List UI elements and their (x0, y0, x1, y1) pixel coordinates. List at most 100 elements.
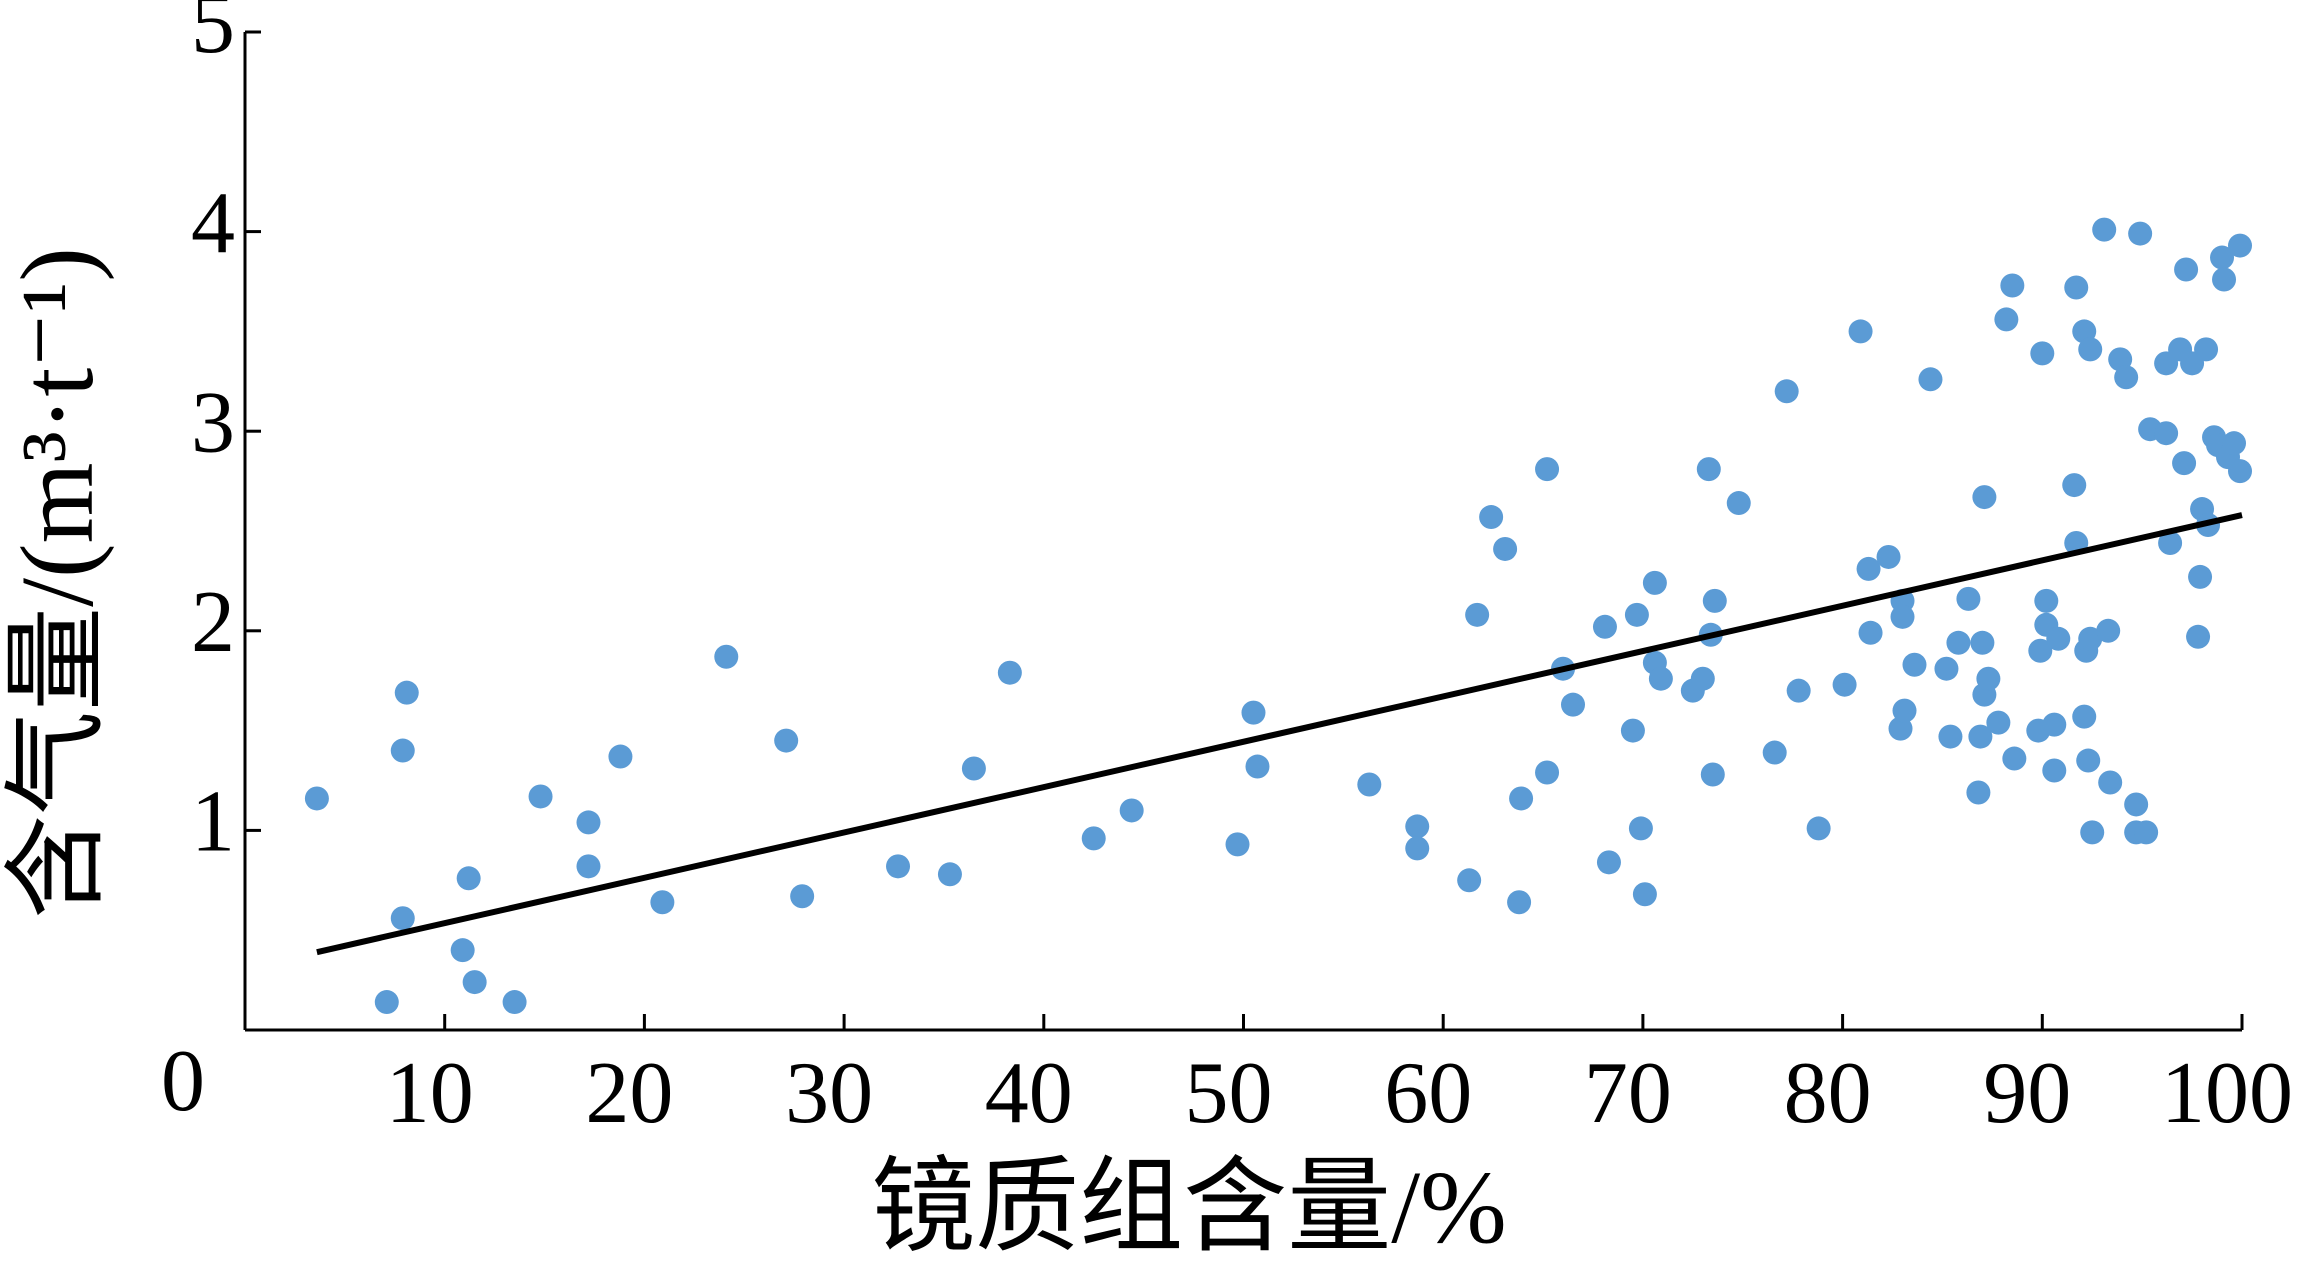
data-point (1726, 491, 1751, 516)
data-point (997, 660, 1022, 685)
data-point (2078, 626, 2103, 651)
y-tick-label: 3 (191, 374, 235, 471)
data-point (1832, 672, 1857, 697)
data-point (1806, 816, 1831, 841)
data-point (2034, 588, 2059, 613)
data-point (2080, 820, 2105, 845)
data-point (937, 862, 962, 887)
data-point (2128, 221, 2153, 246)
x-tick-label: 70 (1584, 1045, 1672, 1142)
data-point (886, 854, 911, 879)
data-point (1119, 798, 1144, 823)
data-point (2194, 337, 2219, 362)
data-point (774, 728, 799, 753)
data-point (2222, 431, 2247, 456)
data-point (1628, 816, 1653, 841)
x-tick-label: 50 (1185, 1045, 1273, 1142)
data-point (390, 738, 415, 763)
data-point (2000, 273, 2025, 298)
data-point (1642, 570, 1667, 595)
data-point (608, 744, 633, 769)
data-point (1892, 698, 1917, 723)
data-point (2188, 564, 2213, 589)
data-point (1561, 692, 1586, 717)
x-tick-label: 60 (1384, 1045, 1472, 1142)
data-point (2046, 626, 2071, 651)
data-point (1968, 724, 1993, 749)
data-point (2158, 530, 2183, 555)
data-point (2228, 233, 2253, 258)
y-tick-label: 0 (161, 1033, 205, 1130)
data-point (1938, 724, 1963, 749)
data-point (304, 786, 329, 811)
data-point (1620, 718, 1645, 743)
data-point (2114, 365, 2139, 390)
data-point (576, 810, 601, 835)
y-axis-title: 含气量/(m³·t⁻¹) (0, 247, 115, 919)
data-point (790, 884, 815, 909)
data-point (2154, 421, 2179, 446)
data-point (2098, 770, 2123, 795)
data-point (2174, 257, 2199, 282)
data-point (1592, 614, 1617, 639)
data-point (2186, 624, 2211, 649)
data-point (2072, 704, 2097, 729)
x-tick-label: 20 (585, 1045, 673, 1142)
data-point (1918, 367, 1943, 392)
data-point (1596, 850, 1621, 875)
data-point (1241, 700, 1266, 725)
data-point (2002, 746, 2027, 771)
data-point (456, 866, 481, 891)
x-tick-label: 30 (785, 1045, 873, 1142)
data-point (1690, 666, 1715, 691)
data-point (1405, 836, 1430, 861)
data-point (1762, 740, 1787, 765)
data-point (1535, 760, 1560, 785)
data-point (390, 906, 415, 931)
trend-line (316, 512, 2243, 956)
data-point (1888, 716, 1913, 741)
data-point (2064, 275, 2089, 300)
data-point (1507, 890, 1532, 915)
data-point (1632, 882, 1657, 907)
y-tick-label: 4 (191, 175, 235, 272)
data-point (2042, 712, 2067, 737)
data-point (2096, 618, 2121, 643)
data-point (2092, 217, 2117, 242)
y-tick-label: 5 (191, 0, 235, 72)
data-point (2076, 748, 2101, 773)
data-point (394, 680, 419, 705)
data-point (1876, 544, 1901, 569)
x-tick-label: 10 (386, 1045, 474, 1142)
data-point (1405, 814, 1430, 839)
data-point (1535, 457, 1560, 482)
data-point (1493, 536, 1518, 561)
data-point (1972, 485, 1997, 510)
data-point (1648, 666, 1673, 691)
x-axis-title: 镜质组含量/% (871, 1150, 1507, 1265)
data-point (2078, 337, 2103, 362)
data-point (1479, 505, 1504, 530)
data-point (1970, 630, 1995, 655)
data-point (1774, 379, 1799, 404)
data-point (2042, 758, 2067, 783)
data-point (1976, 666, 2001, 691)
data-point (1856, 556, 1881, 581)
x-tick-label: 80 (1784, 1045, 1872, 1142)
y-tick-label: 1 (191, 774, 235, 871)
data-point (1946, 630, 1971, 655)
data-point (1966, 780, 1991, 805)
data-point (2212, 267, 2237, 292)
data-point (1465, 602, 1490, 627)
data-point (1245, 754, 1270, 779)
data-point (576, 854, 601, 879)
data-point (2210, 245, 2235, 270)
x-tick-label: 40 (985, 1045, 1073, 1142)
data-point (1509, 786, 1534, 811)
data-point (1225, 832, 1250, 857)
data-point (2228, 459, 2253, 484)
data-point (1702, 588, 1727, 613)
data-point (1848, 319, 1873, 344)
y-tick-label: 2 (191, 574, 235, 671)
